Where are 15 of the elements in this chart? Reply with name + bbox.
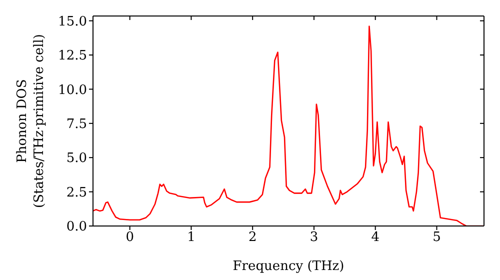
y-tick-label: 12.5 [58, 48, 87, 64]
x-tick-label: 3 [310, 230, 318, 246]
x-axis-title: Frequency (THz) [232, 259, 344, 274]
y-tick-label: 2.5 [66, 185, 87, 200]
x-tick-label: 0 [126, 230, 134, 246]
y-tick-label: 7.5 [66, 117, 87, 132]
y-tick-label: 10.0 [58, 82, 87, 98]
x-tick-label: 1 [187, 230, 196, 246]
x-tick-label: 4 [371, 230, 380, 246]
x-tick-label: 5 [432, 230, 441, 246]
x-tick-label: 2 [248, 230, 257, 246]
y-axis-title: Phonon DOS (States/THz·primitive cell) [15, 34, 47, 208]
y-tick-label: 0.0 [66, 220, 87, 235]
y-tick-label: 15.0 [58, 14, 87, 30]
y-tick-label: 5.0 [66, 151, 87, 166]
